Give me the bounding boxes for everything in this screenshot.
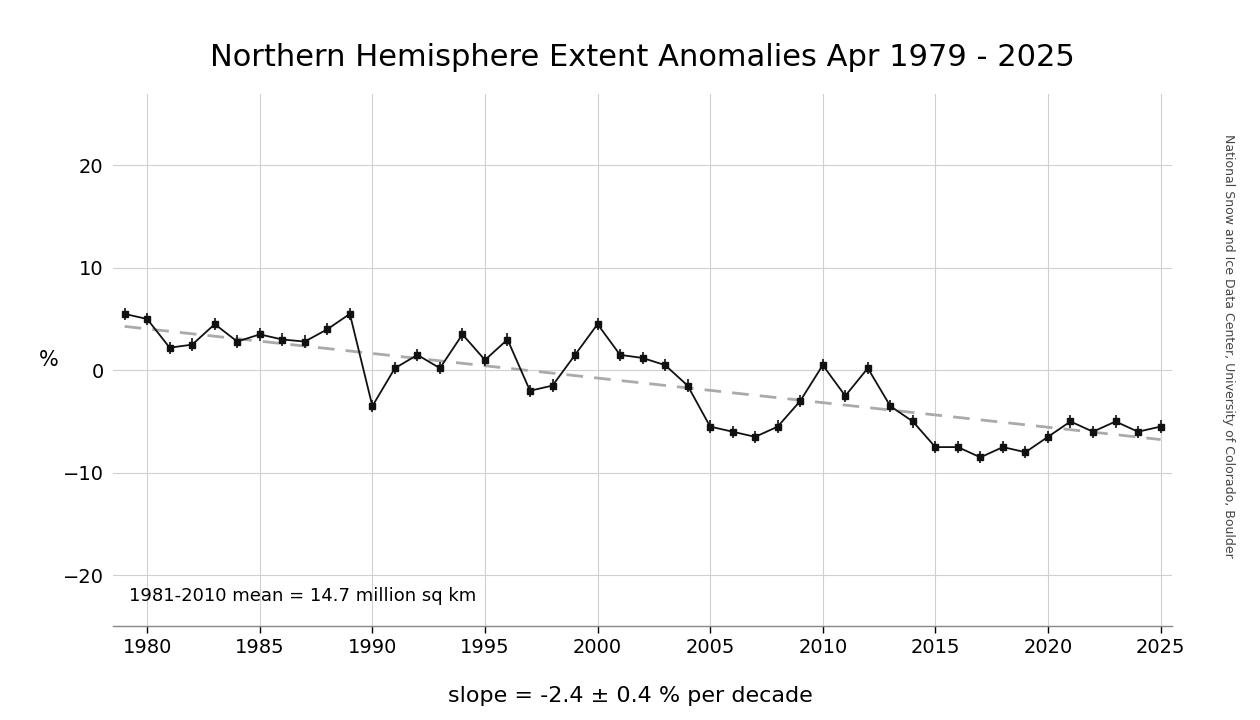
Text: 1981-2010 mean = 14.7 million sq km: 1981-2010 mean = 14.7 million sq km [130, 587, 476, 605]
Text: slope = -2.4 ± 0.4 % per decade: slope = -2.4 ± 0.4 % per decade [447, 685, 813, 706]
Text: National Snow and Ice Data Center, University of Colorado, Boulder: National Snow and Ice Data Center, Unive… [1222, 134, 1235, 557]
Title: Northern Hemisphere Extent Anomalies Apr 1979 - 2025: Northern Hemisphere Extent Anomalies Apr… [210, 42, 1075, 72]
Y-axis label: %: % [39, 350, 59, 370]
